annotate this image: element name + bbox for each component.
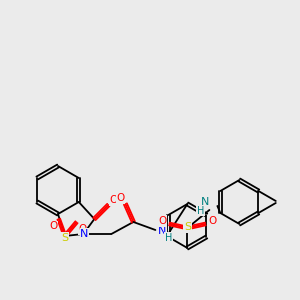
Text: S: S bbox=[184, 222, 191, 232]
Text: N: N bbox=[201, 197, 210, 207]
Text: O: O bbox=[158, 216, 166, 226]
Text: O: O bbox=[78, 224, 87, 234]
Text: O: O bbox=[109, 195, 118, 205]
Text: H: H bbox=[165, 233, 172, 243]
Text: N: N bbox=[158, 226, 166, 236]
Text: O: O bbox=[50, 221, 58, 231]
Text: O: O bbox=[116, 193, 124, 203]
Text: H: H bbox=[197, 206, 204, 216]
Text: O: O bbox=[208, 216, 217, 226]
Text: S: S bbox=[61, 233, 68, 243]
Text: N: N bbox=[80, 229, 88, 239]
